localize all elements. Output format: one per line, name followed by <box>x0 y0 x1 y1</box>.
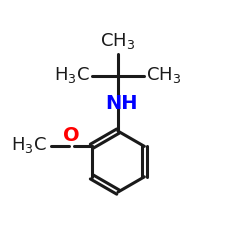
Text: CH$_3$: CH$_3$ <box>146 65 182 85</box>
Text: H$_3$C: H$_3$C <box>12 135 47 155</box>
Text: NH: NH <box>105 94 138 112</box>
Text: H$_3$C: H$_3$C <box>54 65 90 85</box>
Text: O: O <box>63 126 80 145</box>
Text: CH$_3$: CH$_3$ <box>100 30 136 50</box>
